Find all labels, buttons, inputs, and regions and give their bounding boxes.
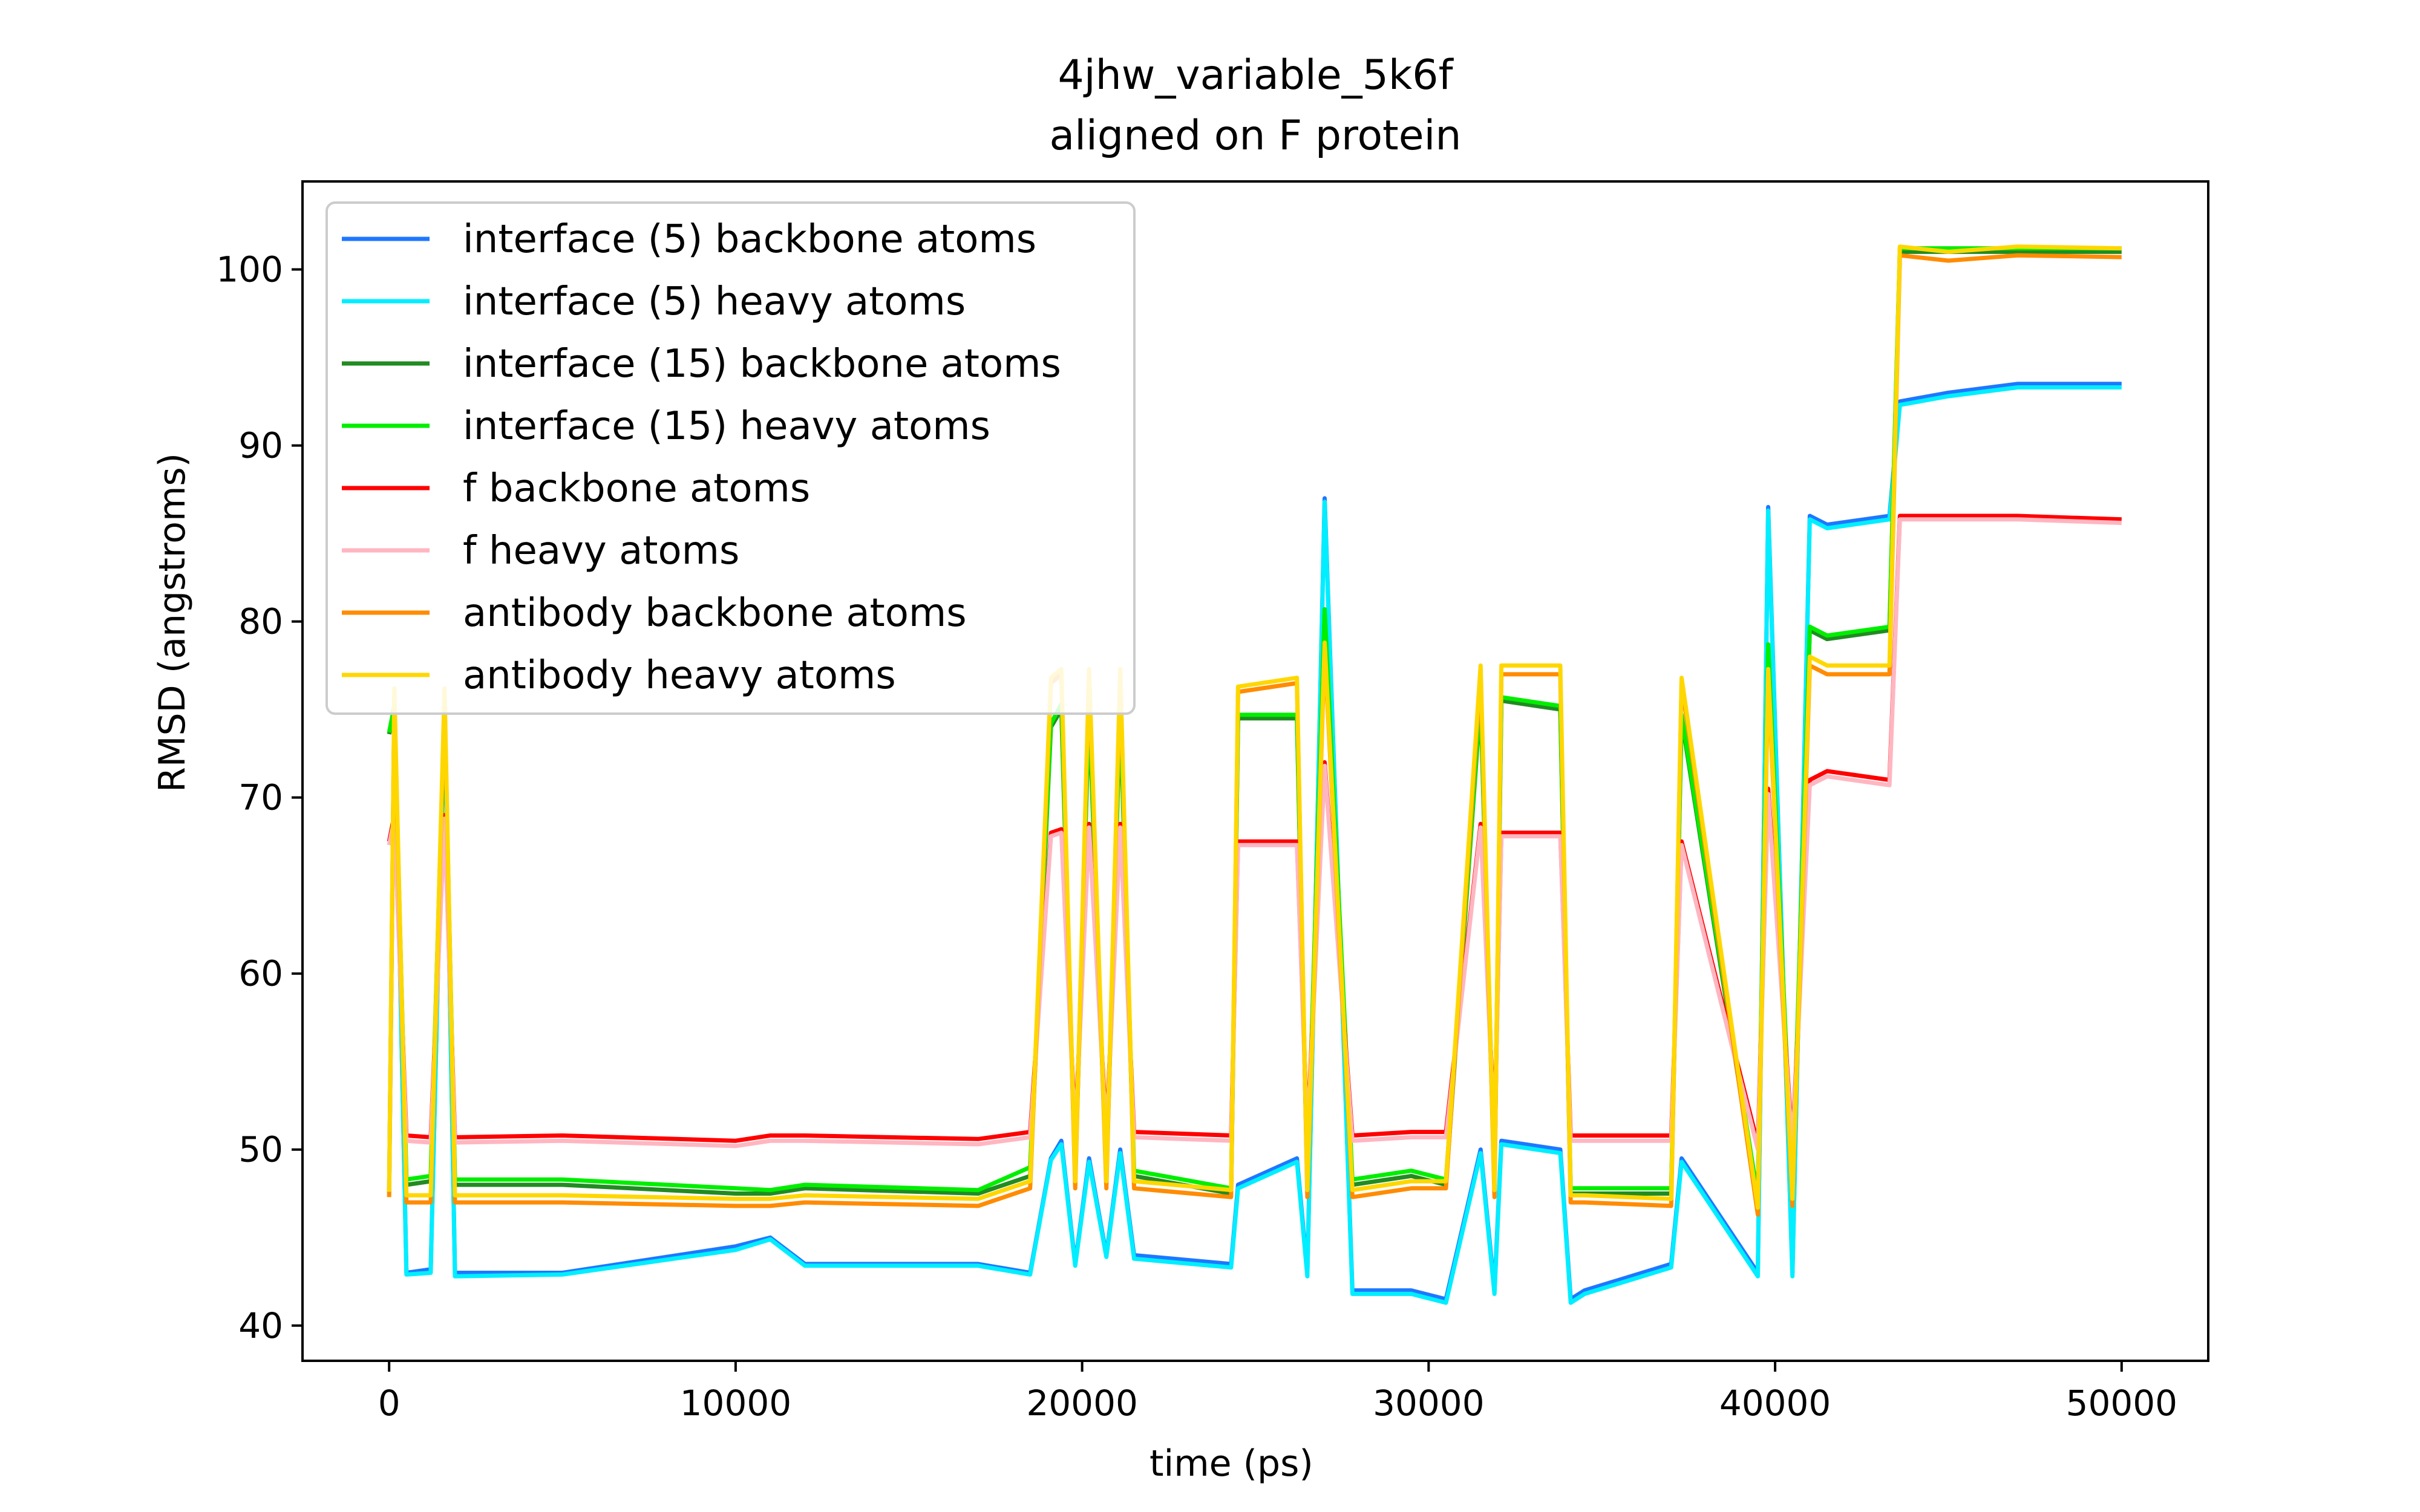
y-tick-label: 80 [238, 601, 283, 642]
legend-label: f backbone atoms [463, 466, 810, 511]
plot-frame [301, 180, 2209, 1362]
x-tick-label: 50000 [2066, 1383, 2178, 1424]
legend-label: f heavy atoms [463, 529, 739, 573]
legend-label: interface (5) heavy atoms [463, 279, 966, 324]
legend-label: interface (15) heavy atoms [463, 404, 990, 449]
x-tick-label: 10000 [680, 1383, 792, 1424]
series-line-8 [387, 244, 2122, 1210]
legend-label: interface (5) backbone atoms [463, 217, 1036, 262]
y-tick-label: 100 [216, 249, 283, 290]
chart-title: 4jhw_variable_5k6f [1058, 51, 1453, 99]
legend-label: interface (15) backbone atoms [463, 342, 1061, 386]
y-axis-label: RMSD (angstroms) [151, 452, 194, 792]
y-axis: 40 50 60 70 80 90 100 [216, 249, 302, 1346]
x-tick-label: 0 [378, 1383, 401, 1424]
chart-subtitle: aligned on F protein [1049, 112, 1462, 160]
legend-label: antibody heavy atoms [463, 653, 896, 698]
x-tick-label: 20000 [1026, 1383, 1138, 1424]
y-tick-label: 70 [238, 777, 283, 818]
x-axis-label: time (ps) [1150, 1442, 1313, 1485]
legend-label: antibody backbone atoms [463, 591, 967, 636]
y-tick-label: 60 [238, 953, 283, 994]
x-tick-label: 40000 [1719, 1383, 1831, 1424]
plot-lines [387, 244, 2122, 1305]
legend: interface (5) backbone atoms interface (5… [325, 201, 1136, 715]
y-tick-label: 40 [238, 1305, 283, 1346]
y-tick-label: 90 [238, 425, 283, 466]
x-tick-label: 30000 [1373, 1383, 1485, 1424]
legend-box [325, 201, 1136, 715]
y-tick-label: 50 [238, 1129, 283, 1170]
x-axis: 0 10000 20000 30000 40000 50000 [378, 1361, 2177, 1424]
